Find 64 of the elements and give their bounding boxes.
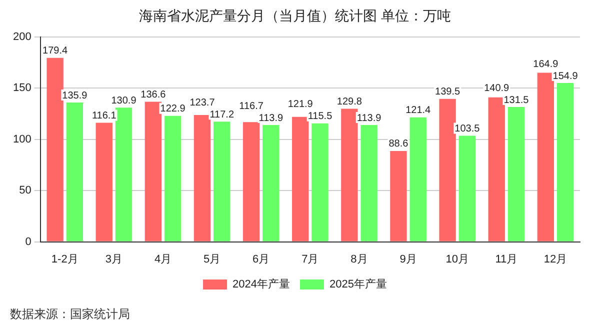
data-label: 154.9 bbox=[552, 70, 578, 82]
data-label: 179.4 bbox=[42, 46, 68, 57]
x-tick-label: 12月 bbox=[544, 253, 568, 266]
data-label: 129.8 bbox=[336, 96, 362, 108]
data-label: 121.9 bbox=[288, 99, 314, 110]
bar bbox=[144, 102, 162, 242]
data-label: 121.4 bbox=[406, 105, 432, 116]
legend-label: 2025年产量 bbox=[330, 278, 387, 291]
bar bbox=[458, 136, 476, 242]
data-label: 164.9 bbox=[533, 58, 559, 70]
x-tick-label: 11月 bbox=[495, 253, 518, 266]
x-tick-label: 7月 bbox=[302, 253, 319, 266]
bar bbox=[262, 125, 280, 242]
bar bbox=[66, 102, 84, 242]
bar bbox=[194, 115, 211, 242]
x-tick-label: 1-2月 bbox=[51, 253, 78, 266]
bar bbox=[214, 122, 230, 242]
bar bbox=[390, 150, 407, 242]
data-label: 116.1 bbox=[92, 110, 117, 122]
bar bbox=[242, 122, 260, 242]
y-tick-label: 200 bbox=[12, 30, 32, 43]
data-label: 88.6 bbox=[388, 138, 409, 150]
data-label: 116.7 bbox=[239, 100, 264, 112]
legend-label: 2024年产量 bbox=[232, 278, 290, 291]
data-label: 131.5 bbox=[504, 94, 530, 106]
x-tick-label: 8月 bbox=[350, 253, 368, 266]
x-tick-label: 4月 bbox=[154, 253, 172, 266]
data-label: 136.6 bbox=[140, 90, 166, 101]
x-tick-label: 5月 bbox=[203, 253, 221, 266]
data-label: 103.5 bbox=[454, 123, 480, 134]
chart-title: 海南省水泥产量分月（当月值）统计图 单位：万吨 bbox=[139, 7, 451, 24]
bar bbox=[115, 108, 132, 242]
bar bbox=[508, 107, 525, 242]
bar bbox=[537, 72, 554, 242]
data-label: 140.9 bbox=[484, 82, 510, 94]
x-tick-label: 10月 bbox=[446, 253, 469, 266]
bar bbox=[341, 108, 358, 242]
x-tick-label: 9月 bbox=[400, 253, 417, 266]
x-tick-label: 3月 bbox=[105, 253, 123, 266]
bar bbox=[96, 122, 112, 242]
bar bbox=[46, 58, 64, 242]
y-tick-label: 0 bbox=[25, 236, 32, 248]
bar bbox=[312, 123, 328, 242]
data-label: 135.9 bbox=[62, 90, 88, 102]
data-label: 139.5 bbox=[435, 86, 460, 98]
y-tick-label: 150 bbox=[12, 82, 32, 94]
source-note: 数据来源：国家统计局 bbox=[10, 306, 130, 323]
data-label: 122.9 bbox=[160, 104, 186, 115]
data-label: 123.7 bbox=[190, 97, 216, 108]
bar bbox=[292, 116, 309, 242]
data-label: 117.2 bbox=[210, 109, 234, 120]
bar bbox=[556, 83, 574, 242]
data-label: 130.9 bbox=[111, 95, 137, 106]
bar bbox=[360, 125, 378, 242]
data-label: 113.9 bbox=[258, 112, 284, 124]
bar bbox=[488, 97, 505, 242]
y-tick-label: 50 bbox=[19, 184, 32, 197]
x-tick-label: 6月 bbox=[252, 253, 270, 266]
bar bbox=[164, 116, 182, 242]
data-label: 115.5 bbox=[308, 111, 333, 122]
data-label: 113.9 bbox=[356, 112, 382, 124]
bar bbox=[410, 117, 426, 242]
bar bbox=[439, 98, 456, 242]
y-tick-label: 100 bbox=[12, 133, 32, 146]
